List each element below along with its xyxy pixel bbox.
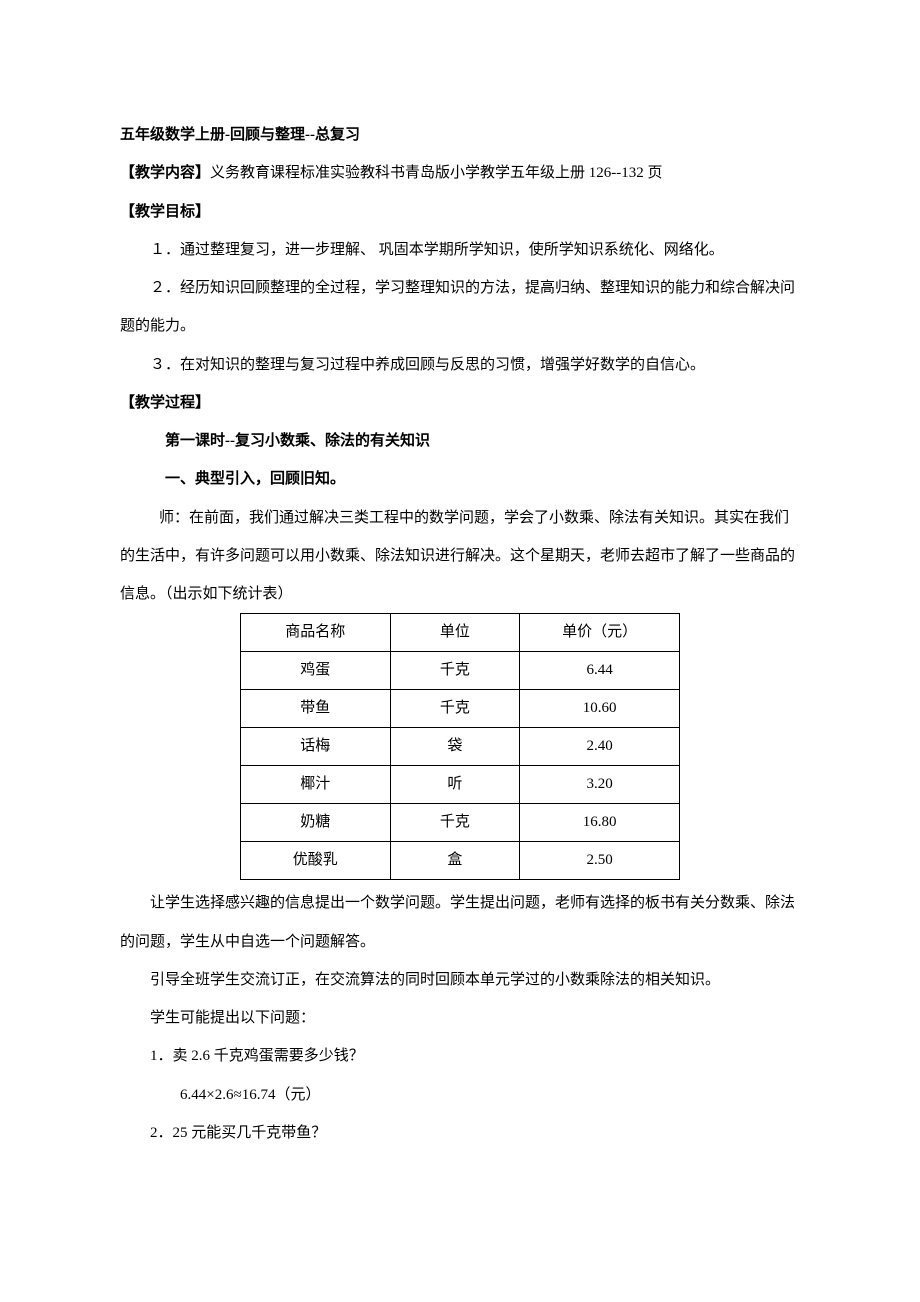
table-cell: 千克 (390, 652, 520, 690)
table-row: 话梅 袋 2.40 (241, 728, 680, 766)
teaching-content-line: 【教学内容】义务教育课程标准实验教科书青岛版小学教学五年级上册 126--132… (120, 154, 800, 192)
document-title: 五年级数学上册-回顾与整理--总复习 (120, 116, 800, 154)
table-cell: 6.44 (520, 652, 680, 690)
lesson-title: 第一课时--复习小数乘、除法的有关知识 (120, 422, 800, 460)
table-cell: 带鱼 (241, 690, 391, 728)
part1-title: 一、典型引入，回顾旧知。 (120, 460, 800, 498)
table-cell: 袋 (390, 728, 520, 766)
table-cell: 奶糖 (241, 804, 391, 842)
intro-paragraph: 师：在前面，我们通过解决三类工程中的数学问题，学会了小数乘、除法有关知识。其实在… (120, 499, 800, 614)
goals-label: 【教学目标】 (120, 193, 800, 231)
process-label: 【教学过程】 (120, 384, 800, 422)
table-header-cell: 商品名称 (241, 614, 391, 652)
table-cell: 16.80 (520, 804, 680, 842)
table-cell: 千克 (390, 690, 520, 728)
table-cell: 千克 (390, 804, 520, 842)
table-row: 优酸乳 盒 2.50 (241, 842, 680, 880)
table-cell: 10.60 (520, 690, 680, 728)
content-label: 【教学内容】 (120, 165, 210, 181)
question-1: 1．卖 2.6 千克鸡蛋需要多少钱？ (120, 1037, 800, 1075)
table-cell: 3.20 (520, 766, 680, 804)
table-row: 椰汁 听 3.20 (241, 766, 680, 804)
table-header-cell: 单位 (390, 614, 520, 652)
table-cell: 优酸乳 (241, 842, 391, 880)
question-2: 2．25 元能买几千克带鱼？ (120, 1114, 800, 1152)
question-1-calc: 6.44×2.6≈16.74（元） (120, 1076, 800, 1114)
table-row: 鸡蛋 千克 6.44 (241, 652, 680, 690)
table-cell: 听 (390, 766, 520, 804)
goal-1: １．通过整理复习，进一步理解、 巩固本学期所学知识，使所学知识系统化、网络化。 (120, 231, 800, 269)
table-cell: 鸡蛋 (241, 652, 391, 690)
goal-3: ３．在对知识的整理与复习过程中养成回顾与反思的习惯，增强学好数学的自信心。 (120, 346, 800, 384)
content-text: 义务教育课程标准实验教科书青岛版小学教学五年级上册 126--132 页 (210, 165, 663, 181)
table-cell: 2.50 (520, 842, 680, 880)
table-header-cell: 单价（元） (520, 614, 680, 652)
after-table-2: 引导全班学生交流订正，在交流算法的同时回顾本单元学过的小数乘除法的相关知识。 (120, 961, 800, 999)
table-header-row: 商品名称 单位 单价（元） (241, 614, 680, 652)
table-cell: 盒 (390, 842, 520, 880)
price-table: 商品名称 单位 单价（元） 鸡蛋 千克 6.44 带鱼 千克 10.60 话梅 … (240, 613, 680, 880)
table-cell: 2.40 (520, 728, 680, 766)
goal-2: ２．经历知识回顾整理的全过程，学习整理知识的方法，提高归纳、整理知识的能力和综合… (120, 269, 800, 346)
after-table-1: 让学生选择感兴趣的信息提出一个数学问题。学生提出问题，老师有选择的板书有关分数乘… (120, 884, 800, 961)
after-table-3: 学生可能提出以下问题： (120, 999, 800, 1037)
table-cell: 话梅 (241, 728, 391, 766)
table-row: 奶糖 千克 16.80 (241, 804, 680, 842)
table-cell: 椰汁 (241, 766, 391, 804)
document-page: 五年级数学上册-回顾与整理--总复习 【教学内容】义务教育课程标准实验教科书青岛… (0, 0, 920, 1232)
table-row: 带鱼 千克 10.60 (241, 690, 680, 728)
